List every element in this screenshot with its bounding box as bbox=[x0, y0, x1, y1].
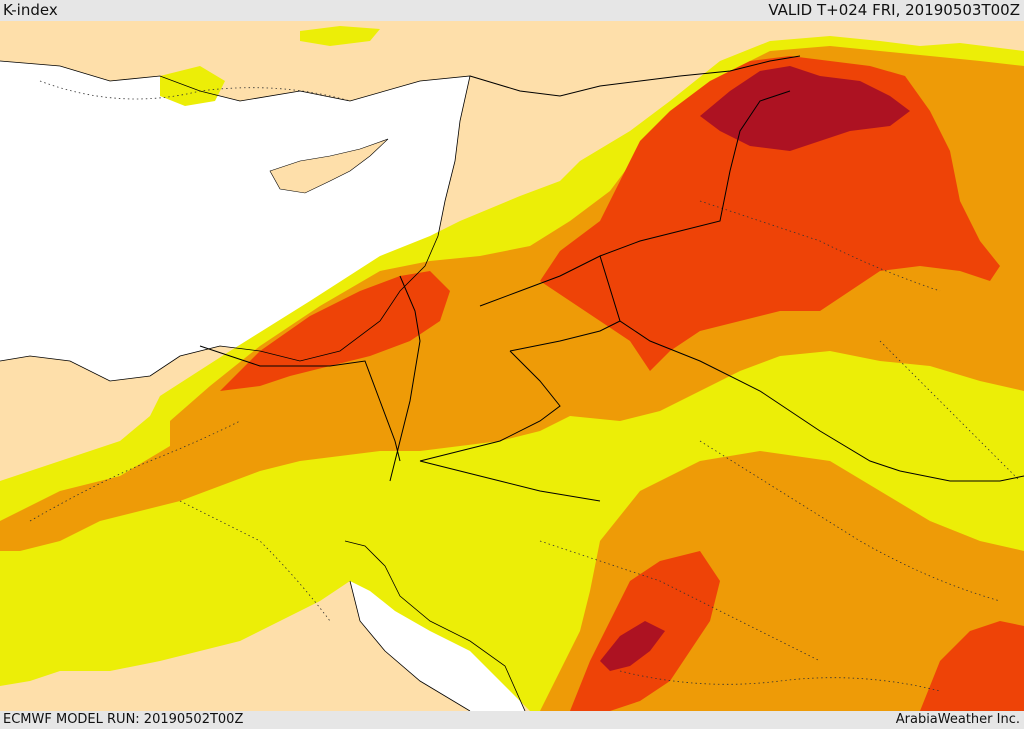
k-band-3 bbox=[540, 56, 1000, 371]
credit: ArabiaWeather Inc. bbox=[895, 712, 1020, 727]
k-band-1-anatolia bbox=[160, 66, 225, 106]
k-index-map bbox=[0, 21, 1024, 711]
valid-time: VALID T+024 FRI, 20190503T00Z bbox=[768, 1, 1020, 19]
cyprus-island bbox=[269, 138, 389, 194]
k-band-3-southeast bbox=[920, 621, 1024, 711]
map-title: K-index bbox=[3, 1, 58, 19]
k-band-3-levant bbox=[220, 271, 450, 391]
k-band-4-south bbox=[600, 621, 665, 671]
footer-bar: ECMWF MODEL RUN: 20190502T00Z ArabiaWeat… bbox=[0, 711, 1024, 729]
red-sea-coastline bbox=[344, 540, 526, 711]
model-run: ECMWF MODEL RUN: 20190502T00Z bbox=[3, 712, 244, 727]
country-borders bbox=[199, 55, 1024, 502]
k-band-1-north bbox=[300, 26, 380, 46]
title-bar: K-index VALID T+024 FRI, 20190503T00Z bbox=[0, 0, 1024, 21]
coastline bbox=[0, 60, 471, 382]
k-band-4 bbox=[700, 66, 910, 151]
